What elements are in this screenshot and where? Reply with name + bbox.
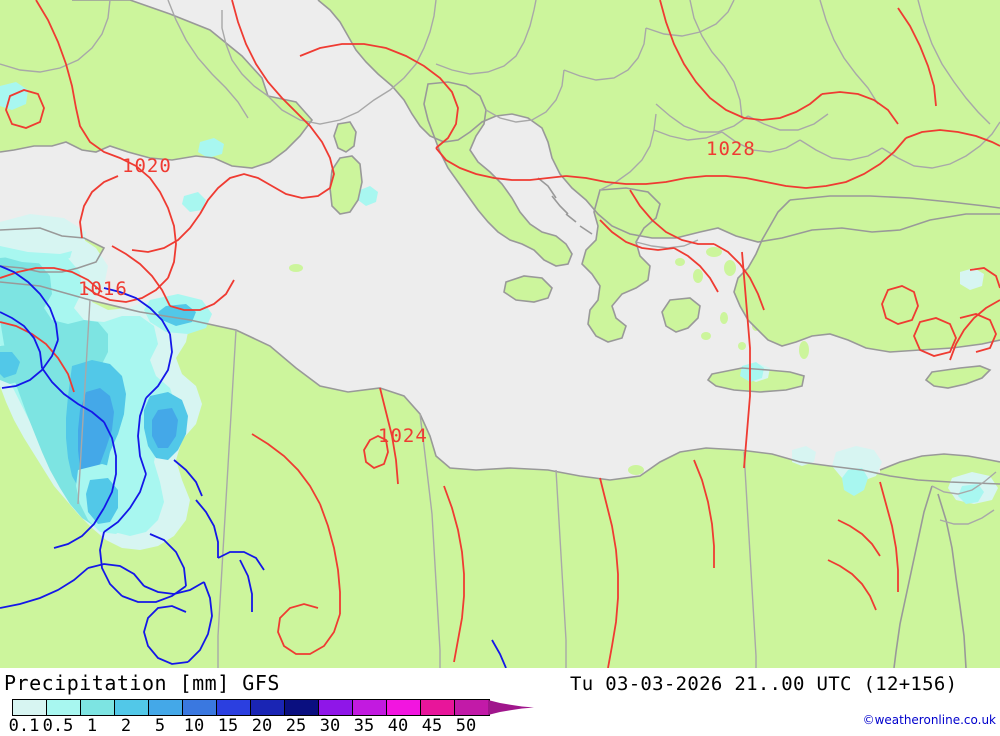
precip-core-5b [152,408,178,448]
isobar-label-1024: 1024 [378,425,428,447]
colorbar-tick: 5 [154,716,166,736]
precipitation-map[interactable]: 1020 1016 1024 1028 [0,0,1000,668]
land-layer [0,0,1000,668]
colorbar-tick: 50 [455,716,477,736]
colorbar-cells[interactable] [12,699,490,716]
colorbar-cell [217,700,251,715]
land-cyprus [926,366,990,388]
land-sardinia [330,156,362,214]
land-peloponnese [662,298,700,332]
colorbar-overflow-arrow [488,700,534,715]
colorbar-tick: 20 [251,716,273,736]
colorbar-tick: 1 [86,716,98,736]
colorbar-cell [149,700,183,715]
land-aegean-islands [675,247,809,359]
precip-small-crete [740,362,764,382]
colorbar-cell [13,700,47,715]
legend-title: Precipitation [mm] GFS [4,671,280,695]
colorbar-cell [183,700,217,715]
precipitation-layer [0,82,998,550]
colorbar-cell [115,700,149,715]
isobar-labels: 1020 1016 1024 1028 [78,138,756,447]
colorbar-tick: 0.5 [42,716,74,736]
precip-turkey-small [960,268,984,290]
run-datetime-label: Tu 03-03-2026 21..00 UTC (12+156) [570,673,958,695]
land-europe-main [190,0,1000,242]
colorbar-cell [319,700,353,715]
colorbar-cell [251,700,285,715]
copyright-notice: ©weatheronline.co.uk [862,713,996,727]
colorbar-tick: 30 [319,716,341,736]
precip-south-core [86,478,118,524]
colorbar-tick: 2 [120,716,132,736]
colorbar-tick: 25 [285,716,307,736]
land-sicily [504,276,552,302]
isobar-label-1020: 1020 [122,155,172,177]
colorbar-tick-labels: 0.1 0.5 1 2 5 10 15 20 25 30 35 40 45 50 [0,716,540,736]
colorbar-tick: 35 [353,716,375,736]
precip-core-5 [78,388,114,478]
precip-small-italy [358,186,378,206]
colorbar-cell [455,700,489,715]
precip-levant-b [842,468,868,496]
map-footer: Precipitation [mm] GFS Tu 03-03-2026 21.… [0,668,1000,736]
precip-small-nw-b [182,192,206,212]
land-north-africa [0,282,1000,668]
precip-levant-d [958,484,984,504]
isobar-high-layer [0,0,1000,668]
land-turkey [734,196,1000,352]
precip-levant-a [832,446,882,482]
colorbar-tick: 15 [217,716,239,736]
colorbar-cell [387,700,421,715]
colorbar-tick: 40 [387,716,409,736]
coastline-layer [0,0,1000,668]
isobar-low-layer [0,265,507,668]
colorbar-tick: 0.1 [8,716,40,736]
isobar-label-1016: 1016 [78,278,128,300]
border-layer [0,0,1000,668]
land-balkans-greece [582,188,660,342]
precip-edge-left-b [0,352,20,378]
precipitation-colorbar[interactable]: 0.1 0.5 1 2 5 10 15 20 25 30 35 40 45 50 [0,696,540,736]
colorbar-cell [81,700,115,715]
precip-topleft-b [0,214,86,254]
map-canvas[interactable]: 1020 1016 1024 1028 [0,0,1000,668]
land-iberia-france [0,0,312,272]
precip-small-nw-a [198,138,224,158]
precip-small-nw-c [0,82,28,110]
isobar-label-1028: 1028 [706,138,756,160]
land-corsica [334,122,356,152]
colorbar-cell [285,700,319,715]
colorbar-cell [421,700,455,715]
colorbar-cell [47,700,81,715]
colorbar-tick: 10 [183,716,205,736]
colorbar-tick: 45 [421,716,443,736]
colorbar-cell [353,700,387,715]
land-italy [424,82,572,266]
